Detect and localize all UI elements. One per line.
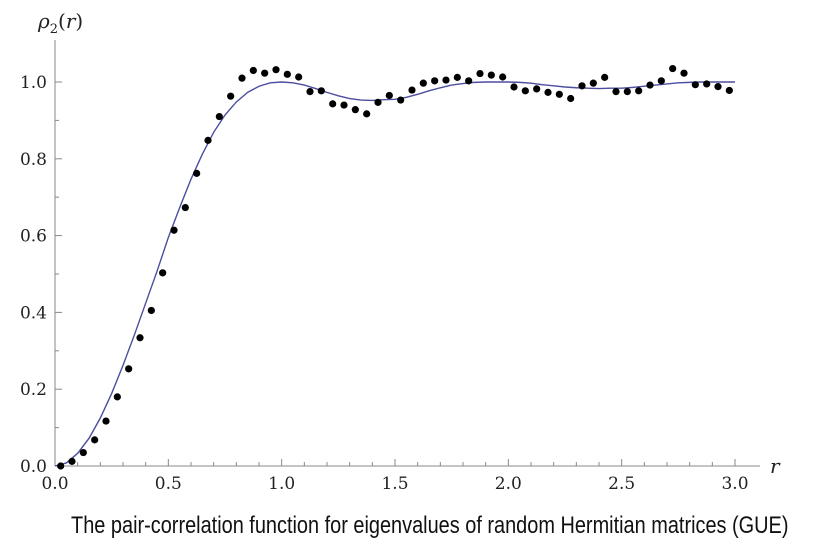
data-point (125, 365, 133, 373)
data-point (419, 79, 427, 87)
y-tick-label: 1.0 (20, 73, 47, 93)
data-point (91, 436, 99, 444)
data-point (215, 112, 223, 121)
data-point (725, 86, 733, 95)
data-point (147, 306, 155, 315)
data-point (136, 334, 144, 342)
figure-caption: The pair-correlation function for eigenv… (71, 512, 789, 539)
data-point (227, 92, 235, 100)
data-point (272, 66, 280, 74)
data-point (555, 90, 563, 98)
data-point (510, 83, 518, 91)
data-point (68, 457, 76, 465)
data-point (351, 106, 359, 114)
data-point (691, 81, 699, 89)
data-point (657, 77, 665, 85)
data-point (363, 110, 371, 118)
data-point (601, 73, 609, 81)
ticks (54, 81, 736, 467)
data-points (57, 64, 733, 470)
data-point (317, 87, 325, 95)
data-point (397, 96, 405, 104)
data-point (476, 69, 484, 78)
data-point (612, 88, 620, 96)
tick-labels: 0.0 0.5 1.0 1.5 2.0 2.5 3.0 0.0 0.2 0.4 0.6 0.8 1.0 (20, 73, 749, 494)
data-point (544, 88, 552, 96)
y-tick-label: 0.6 (20, 227, 47, 247)
data-point (431, 77, 439, 85)
theory-curve (54, 81, 735, 467)
data-point (79, 448, 87, 457)
data-point (374, 98, 382, 106)
data-point (181, 203, 189, 212)
data-point (533, 85, 541, 93)
data-point (578, 82, 586, 90)
data-point (635, 87, 643, 95)
data-point (159, 269, 167, 277)
data-point (340, 101, 348, 109)
data-point (102, 417, 110, 425)
data-point (283, 70, 291, 78)
data-point (453, 73, 461, 81)
data-point (306, 88, 314, 96)
x-tick-label: 0.0 (41, 474, 68, 494)
data-point (646, 81, 654, 89)
data-point (385, 91, 393, 100)
x-tick-label: 1.0 (268, 474, 295, 494)
x-tick-label: 2.0 (495, 474, 522, 494)
data-point (703, 80, 711, 88)
data-point (680, 69, 688, 77)
data-point (408, 86, 416, 94)
data-point (170, 226, 178, 234)
x-tick-label: 3.0 (721, 474, 748, 494)
y-tick-label: 0.8 (20, 150, 47, 170)
y-tick-label: 0.2 (20, 380, 47, 400)
data-point (57, 462, 65, 470)
x-tick-label: 1.5 (381, 474, 408, 494)
y-tick-label: 0.0 (20, 457, 47, 477)
y-axis-label: ρ2(r) (37, 9, 83, 37)
data-point (329, 100, 337, 108)
data-point (442, 76, 450, 84)
data-point (487, 71, 495, 79)
data-point (261, 69, 269, 77)
data-point (249, 66, 257, 75)
data-point (589, 79, 597, 87)
data-point (499, 73, 507, 81)
x-tick-label: 2.5 (608, 474, 635, 494)
data-point (204, 136, 212, 144)
data-point (714, 83, 722, 91)
data-point (238, 74, 246, 82)
axes (54, 40, 760, 467)
x-tick-label: 0.5 (155, 474, 182, 494)
data-point (669, 64, 677, 73)
data-point (465, 77, 473, 85)
chart: 0.0 0.5 1.0 1.5 2.0 2.5 3.00.00.20.40.60.81.0 … (20, 9, 781, 494)
data-point (623, 88, 631, 96)
data-point (113, 393, 121, 401)
y-tick-label: 0.4 (20, 303, 47, 323)
data-point (521, 87, 529, 95)
data-point (193, 169, 201, 177)
data-point (295, 73, 303, 81)
data-point (567, 94, 575, 103)
x-axis-label: r (770, 454, 781, 478)
